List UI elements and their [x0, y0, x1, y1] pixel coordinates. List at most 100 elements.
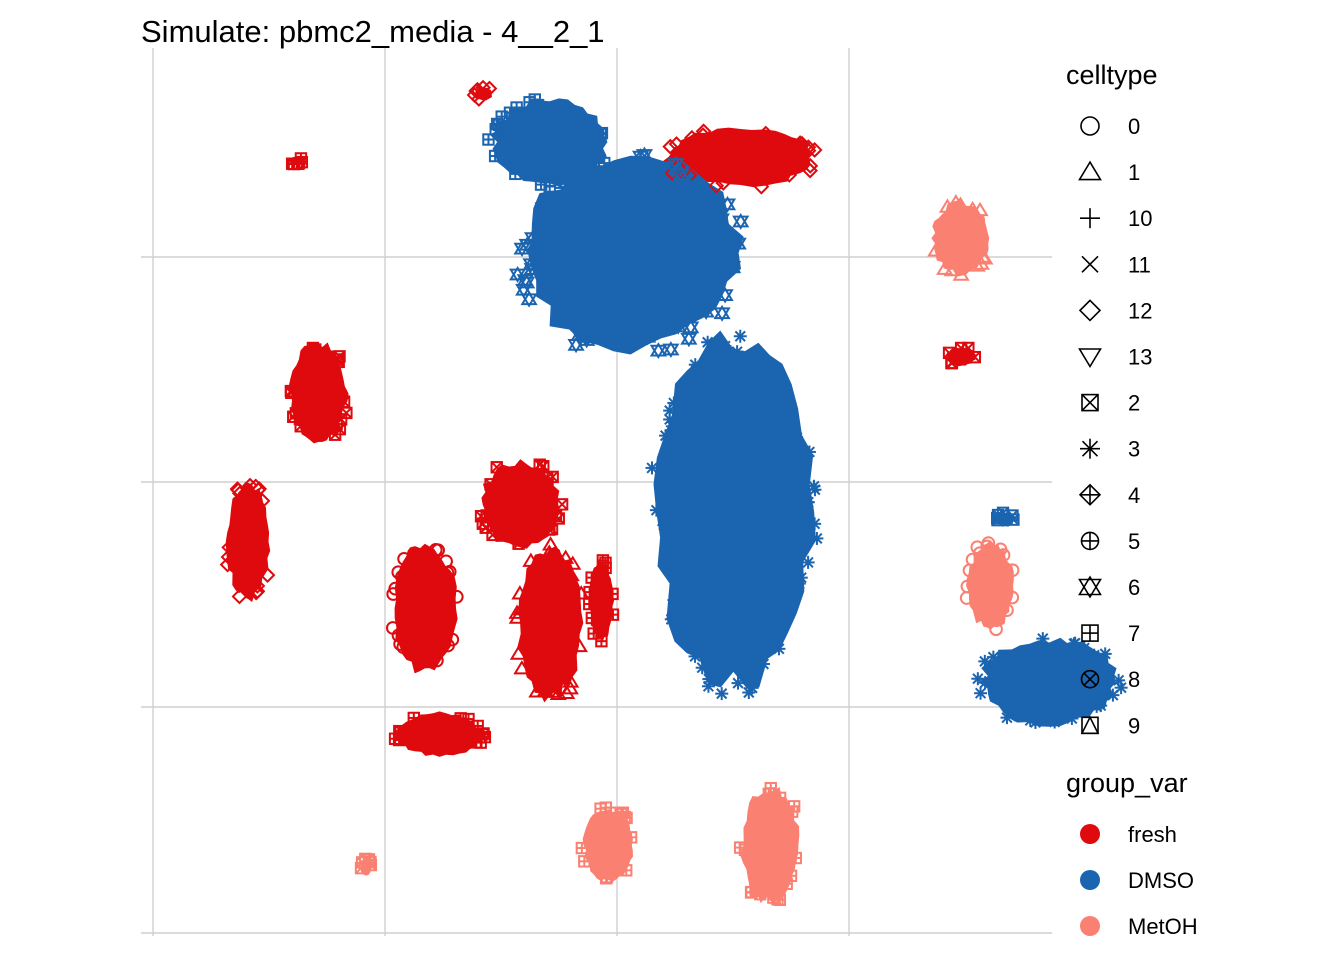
legend-item-celltype-0: 0 — [1080, 114, 1140, 139]
point-DMSO-11-47 — [756, 657, 770, 671]
legend-item-group-DMSO: DMSO — [1080, 868, 1194, 893]
point-fresh-5-7 — [546, 470, 559, 484]
point-fresh-4-6 — [606, 608, 620, 621]
legend-item-celltype-12: 12 — [1078, 298, 1152, 323]
point-DMSO-11-40 — [657, 518, 671, 532]
point-fresh-1-3 — [557, 549, 575, 564]
point-DMSO-12-21 — [732, 213, 750, 230]
point-fresh-3-10 — [289, 407, 303, 420]
point-DMSO-12-27 — [695, 187, 713, 205]
point-fresh-2-10 — [249, 577, 266, 594]
point-fresh-5-11 — [480, 509, 493, 522]
point-DMSO-11-42 — [697, 358, 711, 372]
point-DMSO-11-51 — [689, 364, 703, 378]
point-DMSO-11-15 — [667, 593, 681, 607]
point-DMSO-11-9 — [802, 445, 816, 459]
chart-title: Simulate: pbmc2_media - 4__2_1 — [141, 14, 605, 49]
point-DMSO-12-41 — [667, 155, 685, 173]
point-DMSO-14-11 — [1028, 715, 1042, 729]
point-MetOH-17-5 — [600, 870, 614, 884]
point-fresh-1-12 — [570, 637, 588, 653]
legend-swatch-MetOH — [1080, 916, 1100, 936]
point-fresh-6-16 — [794, 135, 810, 152]
legend-title-group-var: group_var — [1066, 768, 1188, 798]
legend-item-celltype-10: 10 — [1080, 206, 1152, 231]
legend-item-celltype-2: 2 — [1081, 391, 1140, 416]
point-DMSO-13-14 — [488, 149, 502, 163]
point-MetOH-16-11 — [993, 542, 1008, 557]
point-fresh-1-14 — [513, 660, 531, 675]
point-fresh-3-12 — [309, 343, 322, 356]
point-fresh-7-9 — [392, 733, 406, 747]
point-MetOH-18-9 — [773, 893, 787, 906]
point-DMSO-14-19 — [974, 686, 988, 700]
cluster-DMSO-11 — [653, 330, 816, 688]
point-fresh-4-10 — [599, 556, 612, 570]
legend-item-group-MetOH: MetOH — [1080, 914, 1198, 939]
legend-label-celltype: 5 — [1128, 529, 1140, 554]
point-DMSO-11-31 — [742, 686, 756, 700]
legend: celltype 0 1 10 11 12 13 2 3 4 5 6 7 8 9 group_var fr… — [1066, 60, 1198, 939]
point-MetOH-18-4 — [767, 891, 780, 904]
point-DMSO-12-25 — [723, 258, 741, 276]
point-DMSO-12-12 — [680, 330, 698, 348]
point-DMSO-11-3 — [701, 335, 715, 349]
legend-item-celltype-9: 9 — [1080, 713, 1140, 738]
point-DMSO-11-43 — [810, 531, 824, 545]
point-fresh-2-1 — [221, 539, 238, 556]
legend-symbol-diamond-plus-icon — [1078, 483, 1102, 506]
legend-item-celltype-3: 3 — [1080, 437, 1140, 462]
legend-label-celltype: 13 — [1128, 345, 1152, 370]
point-fresh-1-15 — [541, 536, 560, 551]
legend-group-var: fresh DMSO MetOH — [1080, 822, 1198, 939]
point-MetOH-16-6 — [989, 622, 1003, 637]
data-points — [219, 79, 1128, 906]
point-DMSO-11-7 — [667, 396, 681, 410]
point-DMSO-12-34 — [682, 318, 700, 336]
point-DMSO-11-39 — [715, 687, 729, 701]
legend-symbol-triangle-down-icon — [1078, 348, 1102, 369]
legend-symbol-asterisk-icon — [1080, 438, 1100, 459]
point-MetOH-16-0 — [1005, 590, 1020, 605]
point-fresh-1-17 — [562, 566, 580, 582]
point-fresh-5-10 — [490, 461, 503, 474]
point-DMSO-12-32 — [649, 342, 667, 360]
point-fresh-8-5 — [968, 350, 982, 364]
point-fresh-9-2 — [475, 79, 491, 96]
point-DMSO-12-17 — [631, 148, 650, 166]
legend-item-celltype-6: 6 — [1078, 575, 1140, 600]
point-MetOH-17-1 — [575, 841, 589, 855]
point-fresh-6-10 — [802, 157, 819, 174]
cluster-MetOH-19 — [931, 200, 990, 277]
point-DMSO-11-1 — [794, 571, 808, 585]
legend-symbol-circle-plus-icon — [1080, 531, 1100, 551]
point-DMSO-14-12 — [1048, 715, 1062, 729]
point-DMSO-14-13 — [1077, 641, 1091, 655]
legend-label-celltype: 6 — [1128, 575, 1140, 600]
cluster-DMSO-12 — [527, 155, 744, 355]
point-DMSO-12-35 — [518, 274, 536, 291]
point-fresh-1-1 — [552, 553, 570, 568]
point-DMSO-14-3 — [1012, 709, 1026, 723]
point-fresh-7-10 — [454, 712, 467, 725]
point-DMSO-12-39 — [697, 303, 715, 321]
point-fresh-1-6 — [536, 682, 554, 697]
point-fresh-6-18 — [802, 162, 818, 179]
point-DMSO-13-10 — [594, 127, 607, 141]
point-DMSO-12-33 — [713, 304, 731, 322]
point-MetOH-19-1 — [968, 257, 986, 272]
point-fresh-0-13 — [391, 628, 406, 643]
point-DMSO-13-18 — [598, 156, 611, 170]
point-fresh-7-12 — [478, 730, 492, 744]
point-fresh-4-0 — [585, 571, 598, 584]
point-DMSO-11-19 — [645, 461, 659, 475]
legend-symbol-square-plus-icon — [1081, 624, 1099, 642]
point-fresh-1-21 — [528, 683, 546, 698]
point-MetOH-17-2 — [624, 831, 638, 844]
point-MetOH-17-11 — [614, 807, 628, 821]
point-DMSO-14-20 — [978, 654, 992, 668]
point-DMSO-12-20 — [523, 260, 541, 278]
point-fresh-6-8 — [753, 178, 770, 195]
point-DMSO-13-3 — [534, 178, 548, 191]
point-DMSO-13-15 — [482, 133, 495, 146]
